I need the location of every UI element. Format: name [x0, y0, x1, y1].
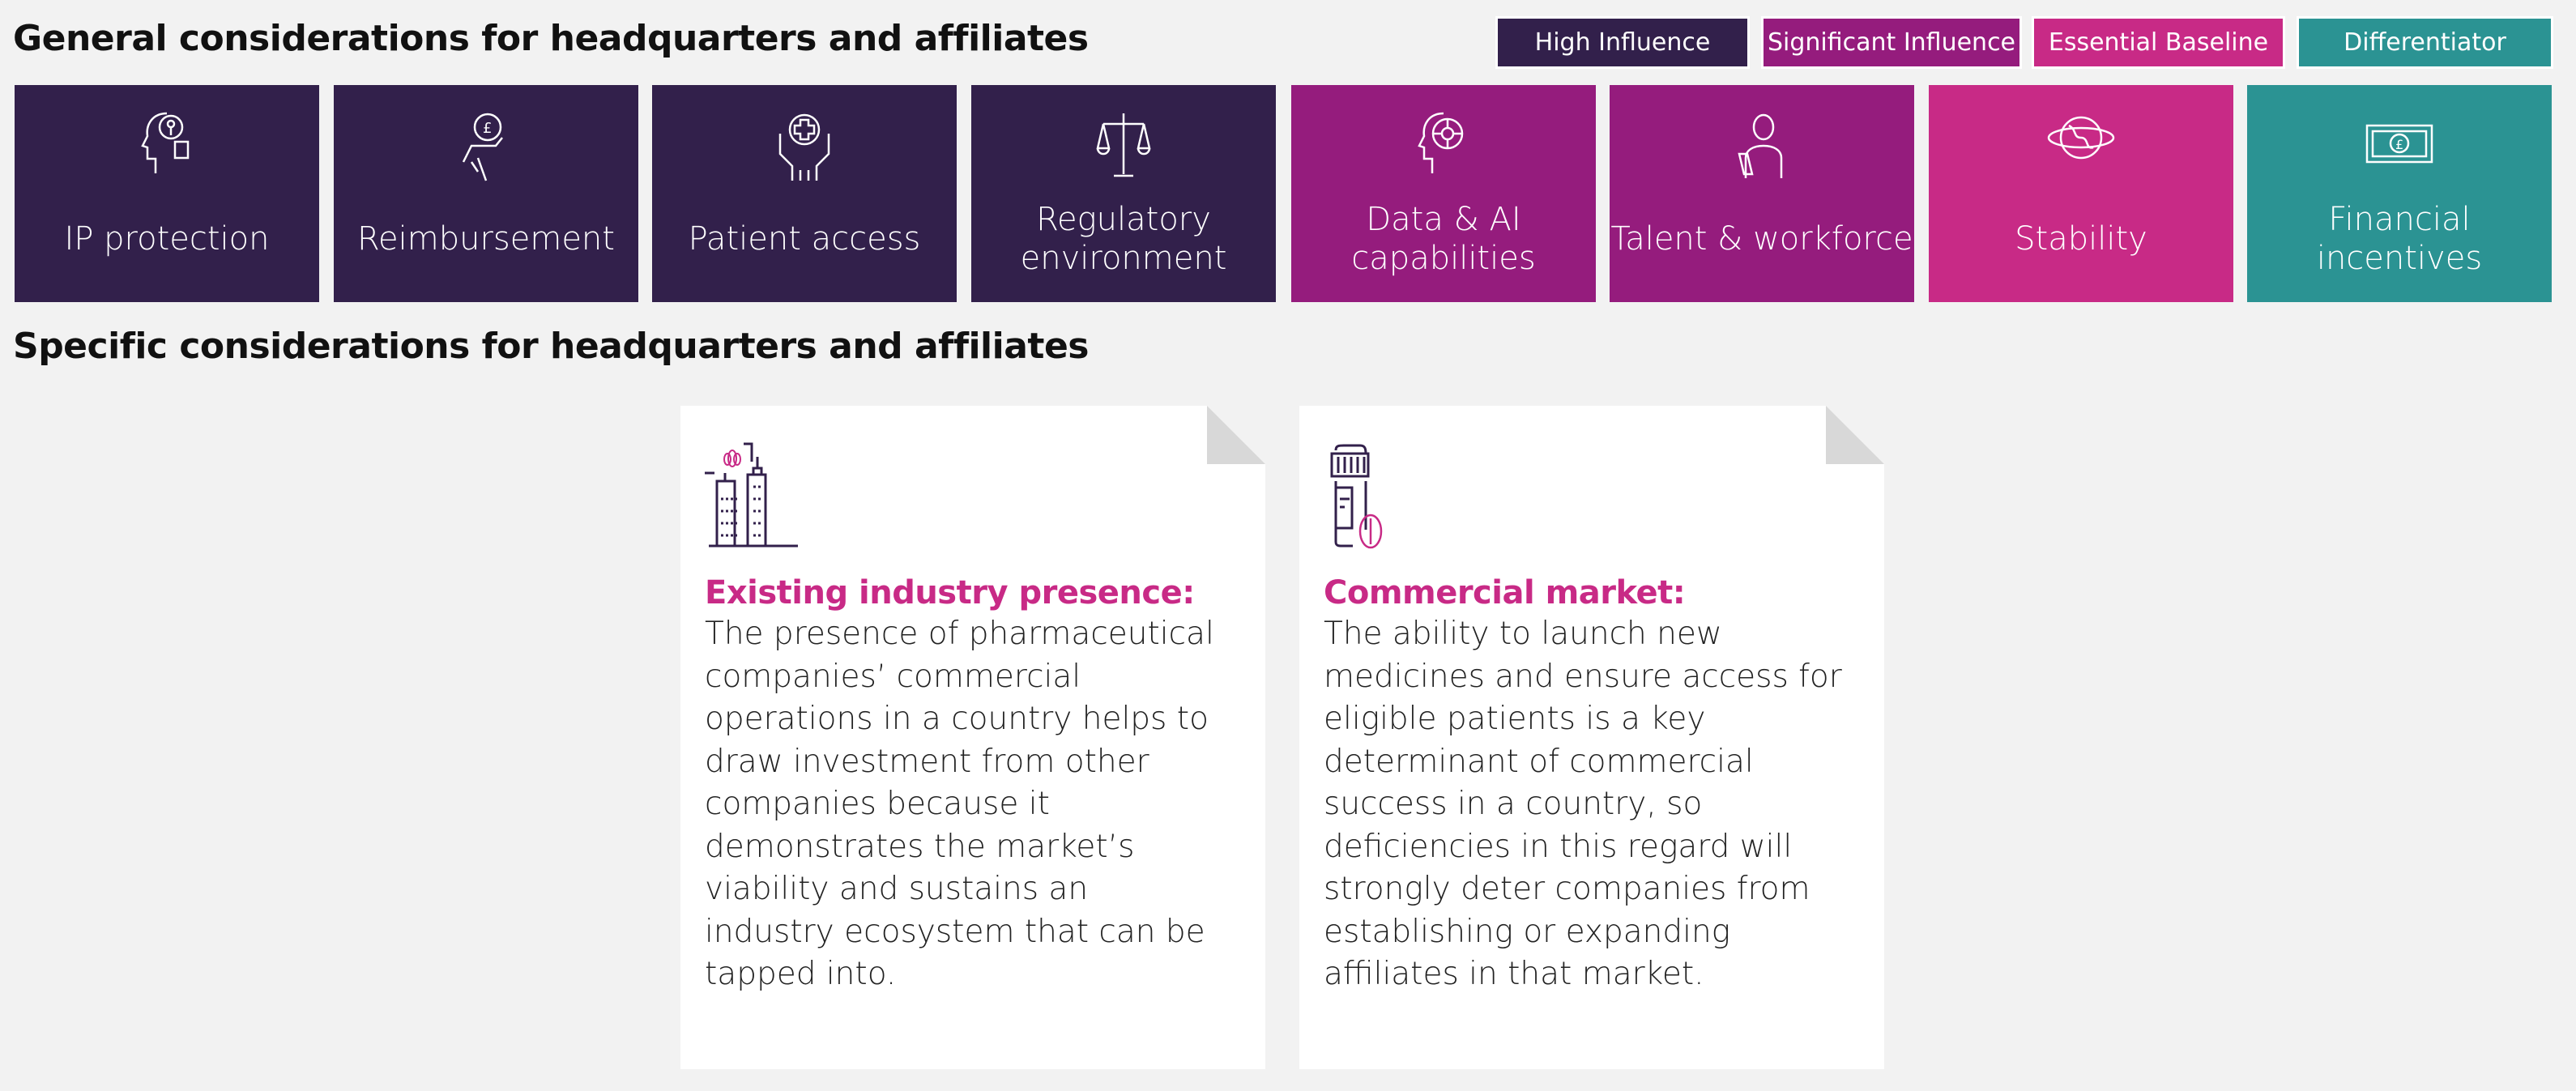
tile-label: Stability — [2015, 220, 2147, 258]
tile-label: Data & AI capabilities — [1351, 201, 1536, 277]
tile-label: IP protection — [64, 220, 270, 258]
tile-stability: Stability — [1929, 85, 2233, 302]
legend-significant-influence: Significant Influence — [1761, 16, 2022, 69]
tile-financial-incentives: £ Financial incentives — [2247, 85, 2552, 302]
card-body: The presence of pharmaceutical companies… — [705, 616, 1214, 992]
card-body: The ability to launch new medicines and … — [1324, 616, 1842, 992]
scales-icon — [1096, 113, 1151, 177]
tile-label: Reimbursement — [357, 220, 615, 258]
tile-label: Financial incentives — [2316, 201, 2483, 277]
tile-label: Patient access — [688, 220, 921, 258]
tile-data-ai-capabilities: Data & AI capabilities — [1291, 85, 1596, 302]
svg-text:£: £ — [483, 120, 492, 137]
tile-patient-access: Patient access — [652, 85, 957, 302]
folded-corner — [1207, 406, 1265, 464]
folded-corner — [1826, 406, 1884, 464]
hand-coin-pound-icon: £ — [462, 113, 503, 181]
tile-regulatory-environment: Regulatory environment — [971, 85, 1276, 302]
banknote-pound-icon: £ — [2365, 124, 2433, 164]
card-heading: Existing industry presence: — [705, 574, 1195, 612]
tile-ip-protection: IP protection — [15, 85, 319, 302]
city-buildings-icon — [705, 442, 798, 548]
scientist-icon — [1738, 113, 1783, 178]
legend-essential-baseline: Essential Baseline — [2032, 16, 2285, 69]
hands-medical-cross-icon — [778, 113, 830, 181]
legend-high-influence: High Influence — [1495, 16, 1750, 69]
head-lock-icon — [141, 112, 190, 173]
tile-reimbursement: £ Reimbursement — [334, 85, 638, 302]
card-heading: Commercial market: — [1324, 574, 1686, 612]
medicine-bottle-pill-icon — [1330, 444, 1383, 549]
globe-icon — [2047, 116, 2115, 160]
general-title: General considerations for headquarters … — [13, 18, 1089, 59]
specific-title: Specific considerations for headquarters… — [13, 326, 1089, 367]
tile-talent-workforce: Talent & workforce — [1610, 85, 1914, 302]
card-existing-industry-presence: Existing industry presence: The presence… — [680, 406, 1265, 1069]
tile-label: Talent & workforce — [1610, 220, 1913, 258]
head-circuit-icon — [1418, 112, 1464, 173]
card-commercial-market: Commercial market: The ability to launch… — [1299, 406, 1884, 1069]
legend-differentiator: Differentiator — [2297, 16, 2553, 69]
tile-label: Regulatory environment — [1020, 201, 1227, 277]
svg-text:£: £ — [2395, 137, 2403, 152]
